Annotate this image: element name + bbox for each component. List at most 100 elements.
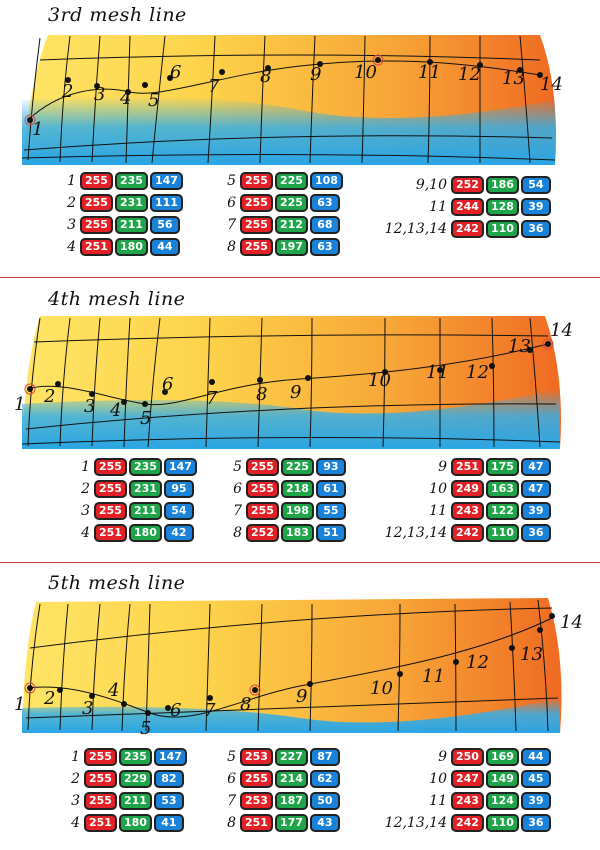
blue-value-badge: 56 [149, 216, 180, 234]
green-value-badge: 235 [114, 172, 148, 190]
red-value-badge: 242 [451, 814, 484, 832]
color-row: 8 255 197 63 [200, 238, 342, 256]
row-label: 4 [81, 525, 90, 541]
color-table: 1 255 235 147 2 255 231 111 3 255 211 56 4 251 180 4… [0, 172, 600, 272]
mesh-diagram: 1 2 3 4 5 6 7 8 9 10 11 12 13 14 [21, 35, 563, 165]
blue-value-badge: 36 [520, 814, 551, 832]
red-value-badge: 244 [451, 198, 484, 216]
green-value-badge: 110 [485, 524, 519, 542]
row-label: 11 [429, 793, 447, 809]
color-row: 2 255 231 111 [40, 194, 185, 212]
green-value-badge: 183 [280, 524, 314, 542]
row-label: 7 [227, 793, 236, 809]
red-value-badge: 255 [240, 238, 273, 256]
point-label: 13 [508, 336, 531, 357]
green-value-badge: 197 [274, 238, 308, 256]
point-label: 7 [206, 388, 218, 409]
blue-value-badge: 47 [520, 458, 551, 476]
color-row: 12,13,14 242 110 36 [365, 814, 553, 832]
red-value-badge: 255 [240, 770, 273, 788]
point-label: 12 [466, 652, 489, 673]
row-label: 7 [233, 503, 242, 519]
red-value-badge: 255 [94, 502, 127, 520]
color-row: 10 249 163 47 [365, 480, 553, 498]
color-row: 9 250 169 44 [365, 748, 553, 766]
green-value-badge: 218 [280, 480, 314, 498]
point-label: 13 [502, 68, 525, 89]
color-row: 1 255 235 147 [40, 172, 185, 190]
panel-4th-mesh-line: 4th mesh line [0, 284, 600, 559]
color-row: 3 255 211 53 [44, 792, 186, 810]
red-value-badge: 251 [84, 814, 117, 832]
green-value-badge: 122 [485, 502, 519, 520]
green-value-badge: 163 [485, 480, 519, 498]
color-row: 6 255 218 61 [206, 480, 348, 498]
row-label: 4 [67, 239, 76, 255]
row-label: 11 [429, 199, 447, 215]
blue-value-badge: 44 [149, 238, 180, 256]
point-label: 13 [520, 644, 543, 665]
color-row: 11 243 122 39 [365, 502, 553, 520]
blue-value-badge: 61 [315, 480, 346, 498]
panel-3rd-mesh-line: 3rd mesh line [0, 0, 600, 275]
section-divider [0, 562, 600, 563]
blue-value-badge: 51 [315, 524, 346, 542]
point-label: 14 [540, 74, 563, 95]
color-table: 1 255 235 147 2 255 229 82 3 255 211 53 4 251 180 41… [0, 748, 600, 848]
mesh-diagram: 1 2 3 4 5 6 7 8 9 10 11 12 13 14 [14, 316, 573, 449]
red-value-badge: 255 [240, 216, 273, 234]
blue-value-badge: 54 [520, 176, 551, 194]
blue-value-badge: 36 [520, 220, 551, 238]
red-value-badge: 255 [84, 792, 117, 810]
green-value-badge: 225 [274, 172, 308, 190]
panel-title: 4th mesh line [48, 288, 186, 310]
row-label: 3 [67, 217, 76, 233]
row-label: 5 [233, 459, 242, 475]
blue-value-badge: 44 [520, 748, 551, 766]
row-label: 6 [233, 481, 242, 497]
green-value-badge: 124 [485, 792, 519, 810]
row-label: 9 [438, 749, 447, 765]
section-divider [0, 277, 600, 278]
row-label: 10 [429, 481, 447, 497]
row-label: 2 [81, 481, 90, 497]
row-label: 3 [71, 793, 80, 809]
row-label: 4 [71, 815, 80, 831]
blue-value-badge: 147 [149, 172, 183, 190]
row-label: 5 [227, 749, 236, 765]
red-value-badge: 243 [451, 792, 484, 810]
red-value-badge: 251 [94, 524, 127, 542]
color-row: 2 255 229 82 [44, 770, 186, 788]
point-label: 4 [119, 88, 131, 109]
row-label: 12,13,14 [384, 815, 447, 831]
point-label: 10 [370, 678, 393, 699]
color-row: 10 247 149 45 [365, 770, 553, 788]
blue-value-badge: 43 [309, 814, 340, 832]
point-label: 2 [43, 688, 55, 709]
color-table: 1 255 235 147 2 255 231 95 3 255 211 54 4 251 180 42… [0, 458, 600, 558]
mesh-diagram: 1 2 3 4 5 6 7 8 9 10 11 12 13 14 [14, 598, 583, 739]
blue-value-badge: 39 [520, 198, 551, 216]
green-value-badge: 149 [485, 770, 519, 788]
color-row: 12,13,14 242 110 36 [365, 220, 553, 238]
red-value-badge: 242 [451, 220, 484, 238]
panel-5th-mesh-line: 5th mesh line [0, 568, 600, 848]
row-label: 5 [227, 173, 236, 189]
green-value-badge: 225 [274, 194, 308, 212]
blue-value-badge: 93 [315, 458, 346, 476]
point-label: 14 [550, 320, 573, 341]
color-row: 4 251 180 41 [44, 814, 186, 832]
green-value-badge: 225 [280, 458, 314, 476]
red-value-badge: 255 [80, 172, 113, 190]
row-label: 8 [233, 525, 242, 541]
green-value-badge: 169 [485, 748, 519, 766]
blue-value-badge: 55 [315, 502, 346, 520]
green-value-badge: 177 [274, 814, 308, 832]
blue-value-badge: 147 [153, 748, 187, 766]
point-label: 9 [296, 686, 307, 707]
row-label: 8 [227, 239, 236, 255]
point-label: 2 [43, 386, 55, 407]
color-row: 8 251 177 43 [200, 814, 342, 832]
blue-value-badge: 87 [309, 748, 340, 766]
point-label: 11 [418, 62, 441, 83]
